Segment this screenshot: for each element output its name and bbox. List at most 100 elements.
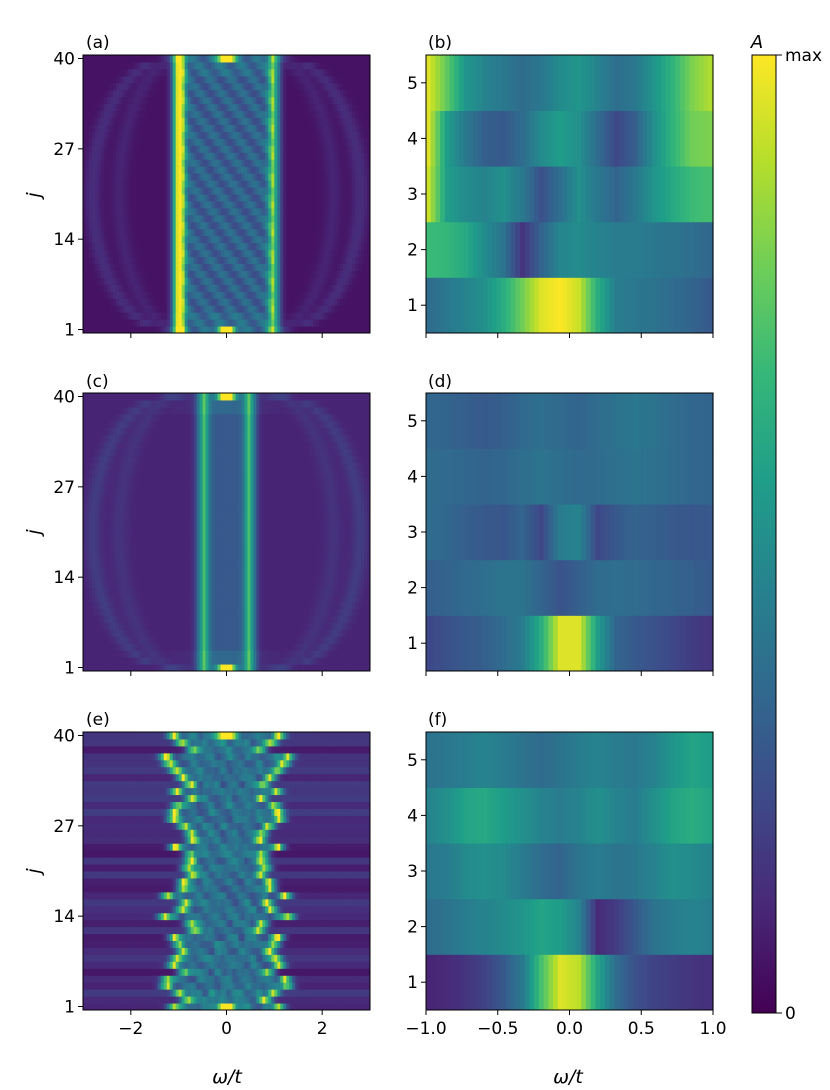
heatmap-cell: [286, 96, 290, 105]
heatmap-cell: [154, 180, 159, 188]
heatmap-cell: [325, 173, 329, 181]
heatmap-cell: [271, 173, 275, 181]
heatmap-cell: [238, 166, 242, 174]
heatmap-cell: [232, 664, 236, 672]
heatmap-cell: [454, 221, 460, 278]
heatmap-cell: [334, 242, 338, 251]
heatmap-cell: [136, 89, 141, 98]
heatmap-cell: [491, 277, 498, 334]
heatmap-cell: [133, 96, 138, 105]
heatmap-cell: [88, 89, 93, 98]
heatmap-cell: [169, 319, 174, 327]
heatmap-cell: [115, 61, 120, 70]
heatmap-cell: [253, 96, 257, 105]
heatmap-cell: [322, 622, 326, 630]
heatmap-cell: [226, 124, 230, 132]
heatmap-cell: [160, 180, 165, 188]
heatmap-cell: [319, 664, 323, 672]
heatmap-cell: [235, 256, 239, 264]
heatmap-cell: [85, 103, 90, 112]
heatmap-cell: [328, 664, 332, 672]
heatmap-cell: [148, 249, 153, 258]
heatmap-cell: [331, 319, 335, 327]
heatmap-cell: [553, 55, 559, 111]
heatmap-cell: [322, 629, 326, 637]
heatmap-cell: [175, 82, 180, 91]
heatmap-cell: [286, 103, 290, 112]
heatmap-cell: [262, 173, 266, 181]
heatmap-cell: [226, 194, 230, 202]
heatmap-cell: [145, 145, 150, 153]
heatmap-cell: [364, 110, 368, 119]
heatmap-cell: [169, 89, 174, 98]
heatmap-cell: [133, 61, 138, 70]
heatmap-cell: [229, 242, 233, 251]
heatmap-cell: [83, 200, 87, 209]
heatmap-cell: [181, 228, 186, 237]
heatmap-cells-a: [83, 55, 371, 334]
heatmap-cell: [85, 152, 90, 160]
heatmap-cell: [277, 180, 281, 188]
heatmap-cell: [355, 277, 359, 285]
heatmap-cell: [151, 152, 156, 160]
heatmap-cell: [361, 256, 365, 264]
heatmap-cell: [223, 180, 227, 188]
heatmap-cell: [91, 207, 96, 216]
heatmap-cell: [169, 131, 174, 139]
heatmap-cell: [121, 622, 126, 630]
heatmap-cell: [238, 110, 242, 119]
heatmap-cell: [244, 615, 248, 623]
heatmap-cell: [316, 173, 320, 181]
heatmap-cell: [136, 173, 141, 181]
heatmap-cell: [283, 664, 287, 672]
heatmap-cell: [238, 82, 242, 91]
heatmap-cell: [238, 194, 242, 202]
heatmap-cell: [139, 82, 144, 91]
heatmap-cell: [283, 82, 287, 91]
heatmap-cell: [181, 263, 186, 271]
heatmap-cell: [187, 173, 192, 181]
heatmap-cell: [304, 117, 308, 125]
heatmap-cell: [262, 622, 266, 630]
heatmap-cell: [193, 214, 198, 223]
heatmap-cell: [112, 608, 117, 616]
heatmap-cell: [151, 326, 156, 334]
heatmap-cell: [91, 636, 96, 644]
heatmap-cell: [298, 657, 302, 665]
heatmap-cell: [83, 131, 87, 139]
heatmap-cell: [253, 138, 257, 146]
heatmap-cell: [689, 166, 695, 223]
heatmap-cell: [220, 622, 225, 630]
heatmap-cell: [109, 228, 114, 237]
heatmap-cell: [292, 270, 296, 278]
heatmap-cell: [100, 124, 105, 132]
heatmap-cell: [124, 615, 129, 623]
heatmap-cell: [205, 61, 210, 70]
heatmap-cell: [444, 110, 451, 167]
heatmap-cell: [295, 305, 299, 313]
heatmap-cell: [304, 194, 308, 202]
heatmap-cell: [157, 131, 162, 139]
heatmap-cell: [163, 291, 168, 299]
heatmap-cell: [337, 166, 341, 174]
heatmap-cell: [136, 622, 141, 630]
heatmap-cell: [178, 249, 183, 258]
heatmap-cell: [193, 636, 198, 644]
heatmap-cell: [337, 650, 341, 658]
heatmap-cell: [553, 166, 559, 223]
heatmap-cell: [217, 96, 222, 105]
heatmap-cell: [298, 270, 302, 278]
heatmap-cell: [346, 159, 350, 167]
heatmap-cell: [262, 68, 266, 77]
heatmap-cell: [301, 242, 305, 251]
heatmap-cell: [361, 277, 365, 285]
heatmap-cell: [220, 75, 225, 84]
heatmap-cell: [280, 298, 284, 306]
heatmap-cell: [226, 200, 230, 209]
heatmap-cell: [337, 657, 341, 665]
heatmap-cell: [229, 615, 233, 623]
heatmap-cell: [703, 277, 709, 334]
heatmap-cell: [124, 55, 129, 63]
heatmap-cell: [361, 82, 365, 91]
heatmap-cell: [214, 159, 219, 167]
